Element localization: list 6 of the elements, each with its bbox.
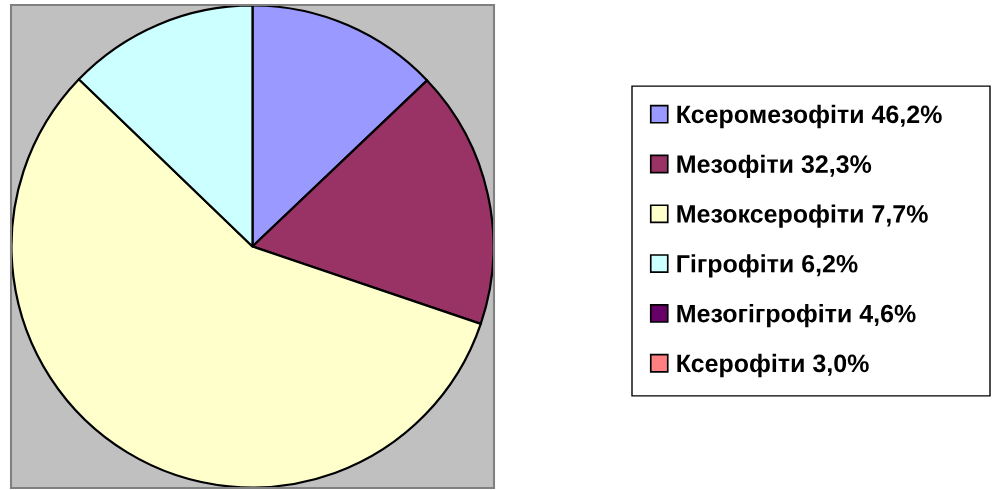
legend-label: Мезоксерофіти 7,7% — [677, 204, 928, 228]
legend-label: Мезофіти 32,3% — [677, 154, 872, 178]
legend-label: Ксеромезофіти 46,2% — [677, 104, 942, 129]
legend-label: Ксерофіти 3,0% — [677, 353, 869, 378]
legend-label: Гігрофіти 6,2% — [677, 254, 858, 278]
legend-label: Мезогігрофіти 4,6% — [677, 304, 916, 328]
